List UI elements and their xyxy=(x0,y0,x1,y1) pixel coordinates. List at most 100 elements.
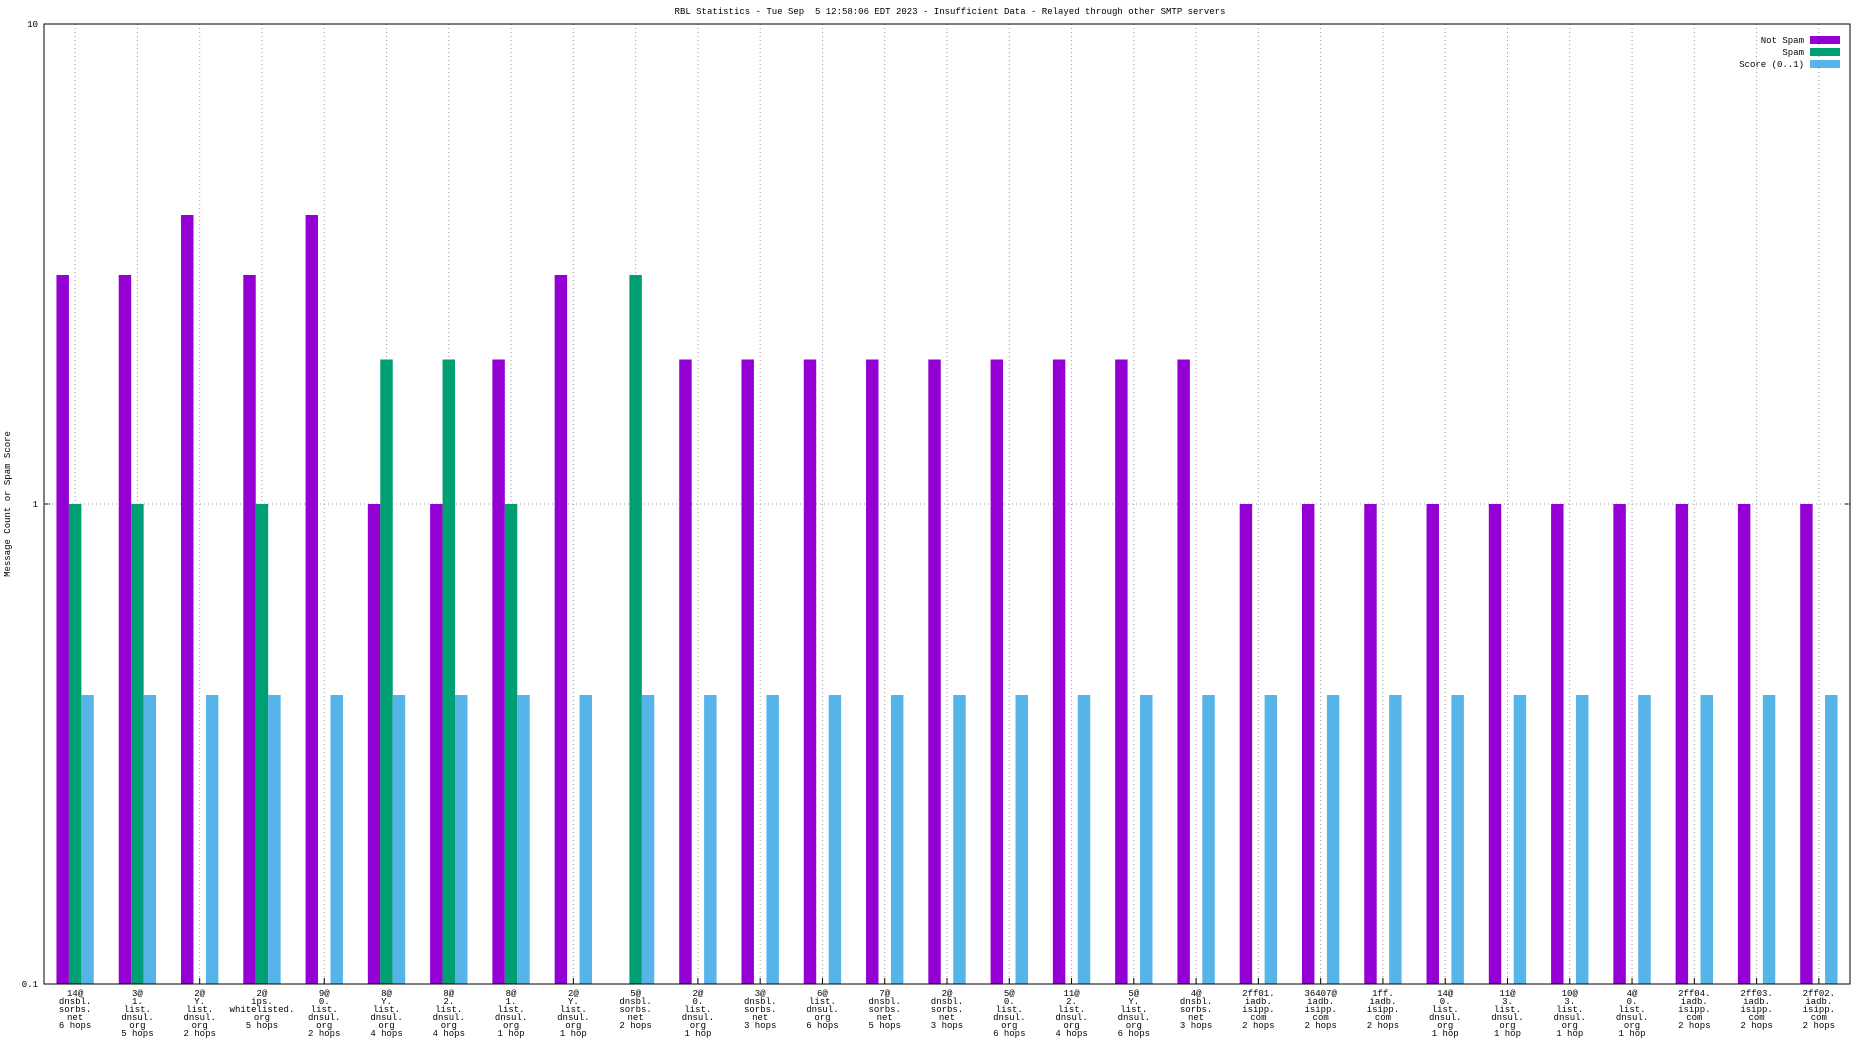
x-tick-label-line: isipp. xyxy=(1367,1005,1399,1015)
x-tick-label: 3@ 1. list. dnsul. org 5 hops xyxy=(121,989,153,1039)
bar xyxy=(1389,695,1402,984)
x-tick-label-line: dnsul. xyxy=(993,1013,1025,1023)
x-tick-label-line: dnsul. xyxy=(121,1013,153,1023)
plot-border xyxy=(43,23,1851,985)
x-tick-label-line: 0. xyxy=(692,997,703,1007)
x-tick-label-line: ips. xyxy=(251,997,273,1007)
x-tick-label-line: iadb. xyxy=(1369,997,1396,1007)
x-tick-label-line: 6 hops xyxy=(993,1029,1025,1039)
x-tick-label-line: sorbs. xyxy=(59,1005,91,1015)
x-tick-label: 2@ ips. whitelisted. org 5 hops xyxy=(230,989,295,1031)
x-tick-label-line: 1 hop xyxy=(560,1029,587,1039)
x-tick-label-line: list. xyxy=(684,1005,711,1015)
bar xyxy=(1264,695,1278,984)
x-tick-label-line: com xyxy=(1313,1013,1329,1023)
x-tick-label: 2ff01. iadb. isipp. com 2 hops xyxy=(1242,989,1274,1031)
x-tick-label-line: 2ff02. xyxy=(1803,989,1835,999)
x-tick-label-line: 9@ xyxy=(319,989,330,999)
x-tick-label-line: Y. xyxy=(568,997,579,1007)
x-tick-label-line: 36407@ xyxy=(1304,989,1337,999)
x-tick-label: 3@ dnsbl. sorbs. net 3 hops xyxy=(744,989,776,1031)
x-tick-label-line: org xyxy=(1499,1021,1515,1031)
bar xyxy=(1052,359,1066,984)
x-tick-label-line: 10@ xyxy=(1562,989,1579,999)
x-tick-label-line: whitelisted. xyxy=(230,1005,295,1015)
x-tick-label-line: 2ff04. xyxy=(1678,989,1710,999)
x-tick-label-line: org xyxy=(1437,1021,1453,1031)
x-tick-label-line: list. xyxy=(435,1005,462,1015)
legend-label: Score (0..1) xyxy=(1739,60,1804,70)
x-tick-label-line: 5@ xyxy=(1004,989,1015,999)
x-tick-label: 10@ 3. list. dnsul. org 1 hop xyxy=(1554,989,1586,1039)
x-tick-label-line: sorbs. xyxy=(1180,1005,1212,1015)
x-tick-label-line: dnsul. xyxy=(308,1013,340,1023)
x-tick-label-line: dnsul. xyxy=(1616,1013,1648,1023)
bar xyxy=(629,274,642,984)
x-tick-label-line: dnsul. xyxy=(1554,1013,1586,1023)
x-tick-label-line: 2ff03. xyxy=(1740,989,1772,999)
x-tick-label-line: 4 hops xyxy=(370,1029,402,1039)
bar xyxy=(81,695,94,984)
x-tick-label-line: dnsul. xyxy=(183,1013,215,1023)
x-tick-label-line: isipp. xyxy=(1740,1005,1772,1015)
x-tick-label-line: net xyxy=(877,1013,893,1023)
bar xyxy=(828,695,842,984)
x-tick-label-line: 2@ xyxy=(692,989,703,999)
x-tick-label: 2@ Y. list. dnsul. org 1 hop xyxy=(557,989,589,1039)
x-tick-label-line: 2 hops xyxy=(1242,1021,1274,1031)
x-tick-label-line: 3@ xyxy=(755,989,766,999)
x-tick-label-line: 6 hops xyxy=(59,1021,91,1031)
bar xyxy=(554,274,568,984)
x-tick-label-line: dnsul. xyxy=(557,1013,589,1023)
x-tick-label-line: org xyxy=(1624,1021,1640,1031)
x-tick-label: 5@ Y. list. dnsul. org 6 hops xyxy=(1118,989,1150,1039)
bar xyxy=(1140,695,1153,984)
x-tick-label-line: 14@ xyxy=(1437,989,1454,999)
x-tick-label-line: 1 hop xyxy=(498,1029,525,1039)
x-tick-label-line: 0. xyxy=(1440,997,1451,1007)
x-tick-label-line: org xyxy=(192,1021,208,1031)
x-tick-label-line: 1 hop xyxy=(1494,1029,1521,1039)
x-tick-label-line: Y. xyxy=(1128,997,1139,1007)
x-tick-label: 2ff03. iadb. isipp. com 2 hops xyxy=(1740,989,1772,1031)
x-tick-label-line: 2 hops xyxy=(1304,1021,1336,1031)
x-tick-label-line: org xyxy=(1562,1021,1578,1031)
x-tick-label-line: 0. xyxy=(1004,997,1015,1007)
x-tick-label: 5@ 0. list. dnsul. org 6 hops xyxy=(993,989,1025,1039)
x-tick-label-line: 2 hops xyxy=(183,1029,215,1039)
x-tick-label: 2ff04. iadb. isipp. com 2 hops xyxy=(1678,989,1710,1031)
x-tick-label-line: net xyxy=(939,1013,955,1023)
bar xyxy=(1737,504,1751,984)
bar xyxy=(1613,504,1626,984)
x-tick-label: 2ff02. iadb. isipp. com 2 hops xyxy=(1803,989,1835,1031)
x-tick-label-line: 0. xyxy=(1627,997,1638,1007)
x-tick-label-line: list. xyxy=(560,1005,587,1015)
bar xyxy=(118,274,132,984)
x-tick-label-line: dnsbl. xyxy=(869,997,901,1007)
x-tick-label-line: dnsul. xyxy=(1118,1013,1150,1023)
bar xyxy=(442,359,456,984)
legend-swatch xyxy=(1810,36,1840,44)
x-tick-label-line: org xyxy=(1126,1021,1142,1031)
x-tick-label-line: 3@ xyxy=(132,989,143,999)
x-tick-label-line: isipp. xyxy=(1678,1005,1710,1015)
bar xyxy=(1202,695,1215,984)
x-tick-label-line: isipp. xyxy=(1242,1005,1274,1015)
x-tick-label-line: 2@ xyxy=(257,989,268,999)
x-tick-label-line: 1 hop xyxy=(1556,1029,1583,1039)
bar xyxy=(803,359,817,984)
x-tick-label-line: 6 hops xyxy=(806,1021,838,1031)
x-tick-label-line: net xyxy=(67,1013,83,1023)
x-tick-label-line: 14@ xyxy=(67,989,84,999)
x-tick-label: 8@ 2. list. dnsul. org 4 hops xyxy=(433,989,465,1039)
x-tick-label-line: 5 hops xyxy=(246,1021,278,1031)
x-tick-label: 2@ 0. list. dnsul. org 1 hop xyxy=(682,989,714,1039)
x-tick-label-line: dnsbl. xyxy=(59,997,91,1007)
x-tick-label: 8@ 1. list. dnsul. org 1 hop xyxy=(495,989,527,1039)
bar xyxy=(741,359,754,984)
x-tick-label-line: 5@ xyxy=(1128,989,1139,999)
bar xyxy=(492,359,505,984)
x-tick-label-line: 2ff01. xyxy=(1242,989,1274,999)
x-tick-label-line: 6 hops xyxy=(1118,1029,1150,1039)
